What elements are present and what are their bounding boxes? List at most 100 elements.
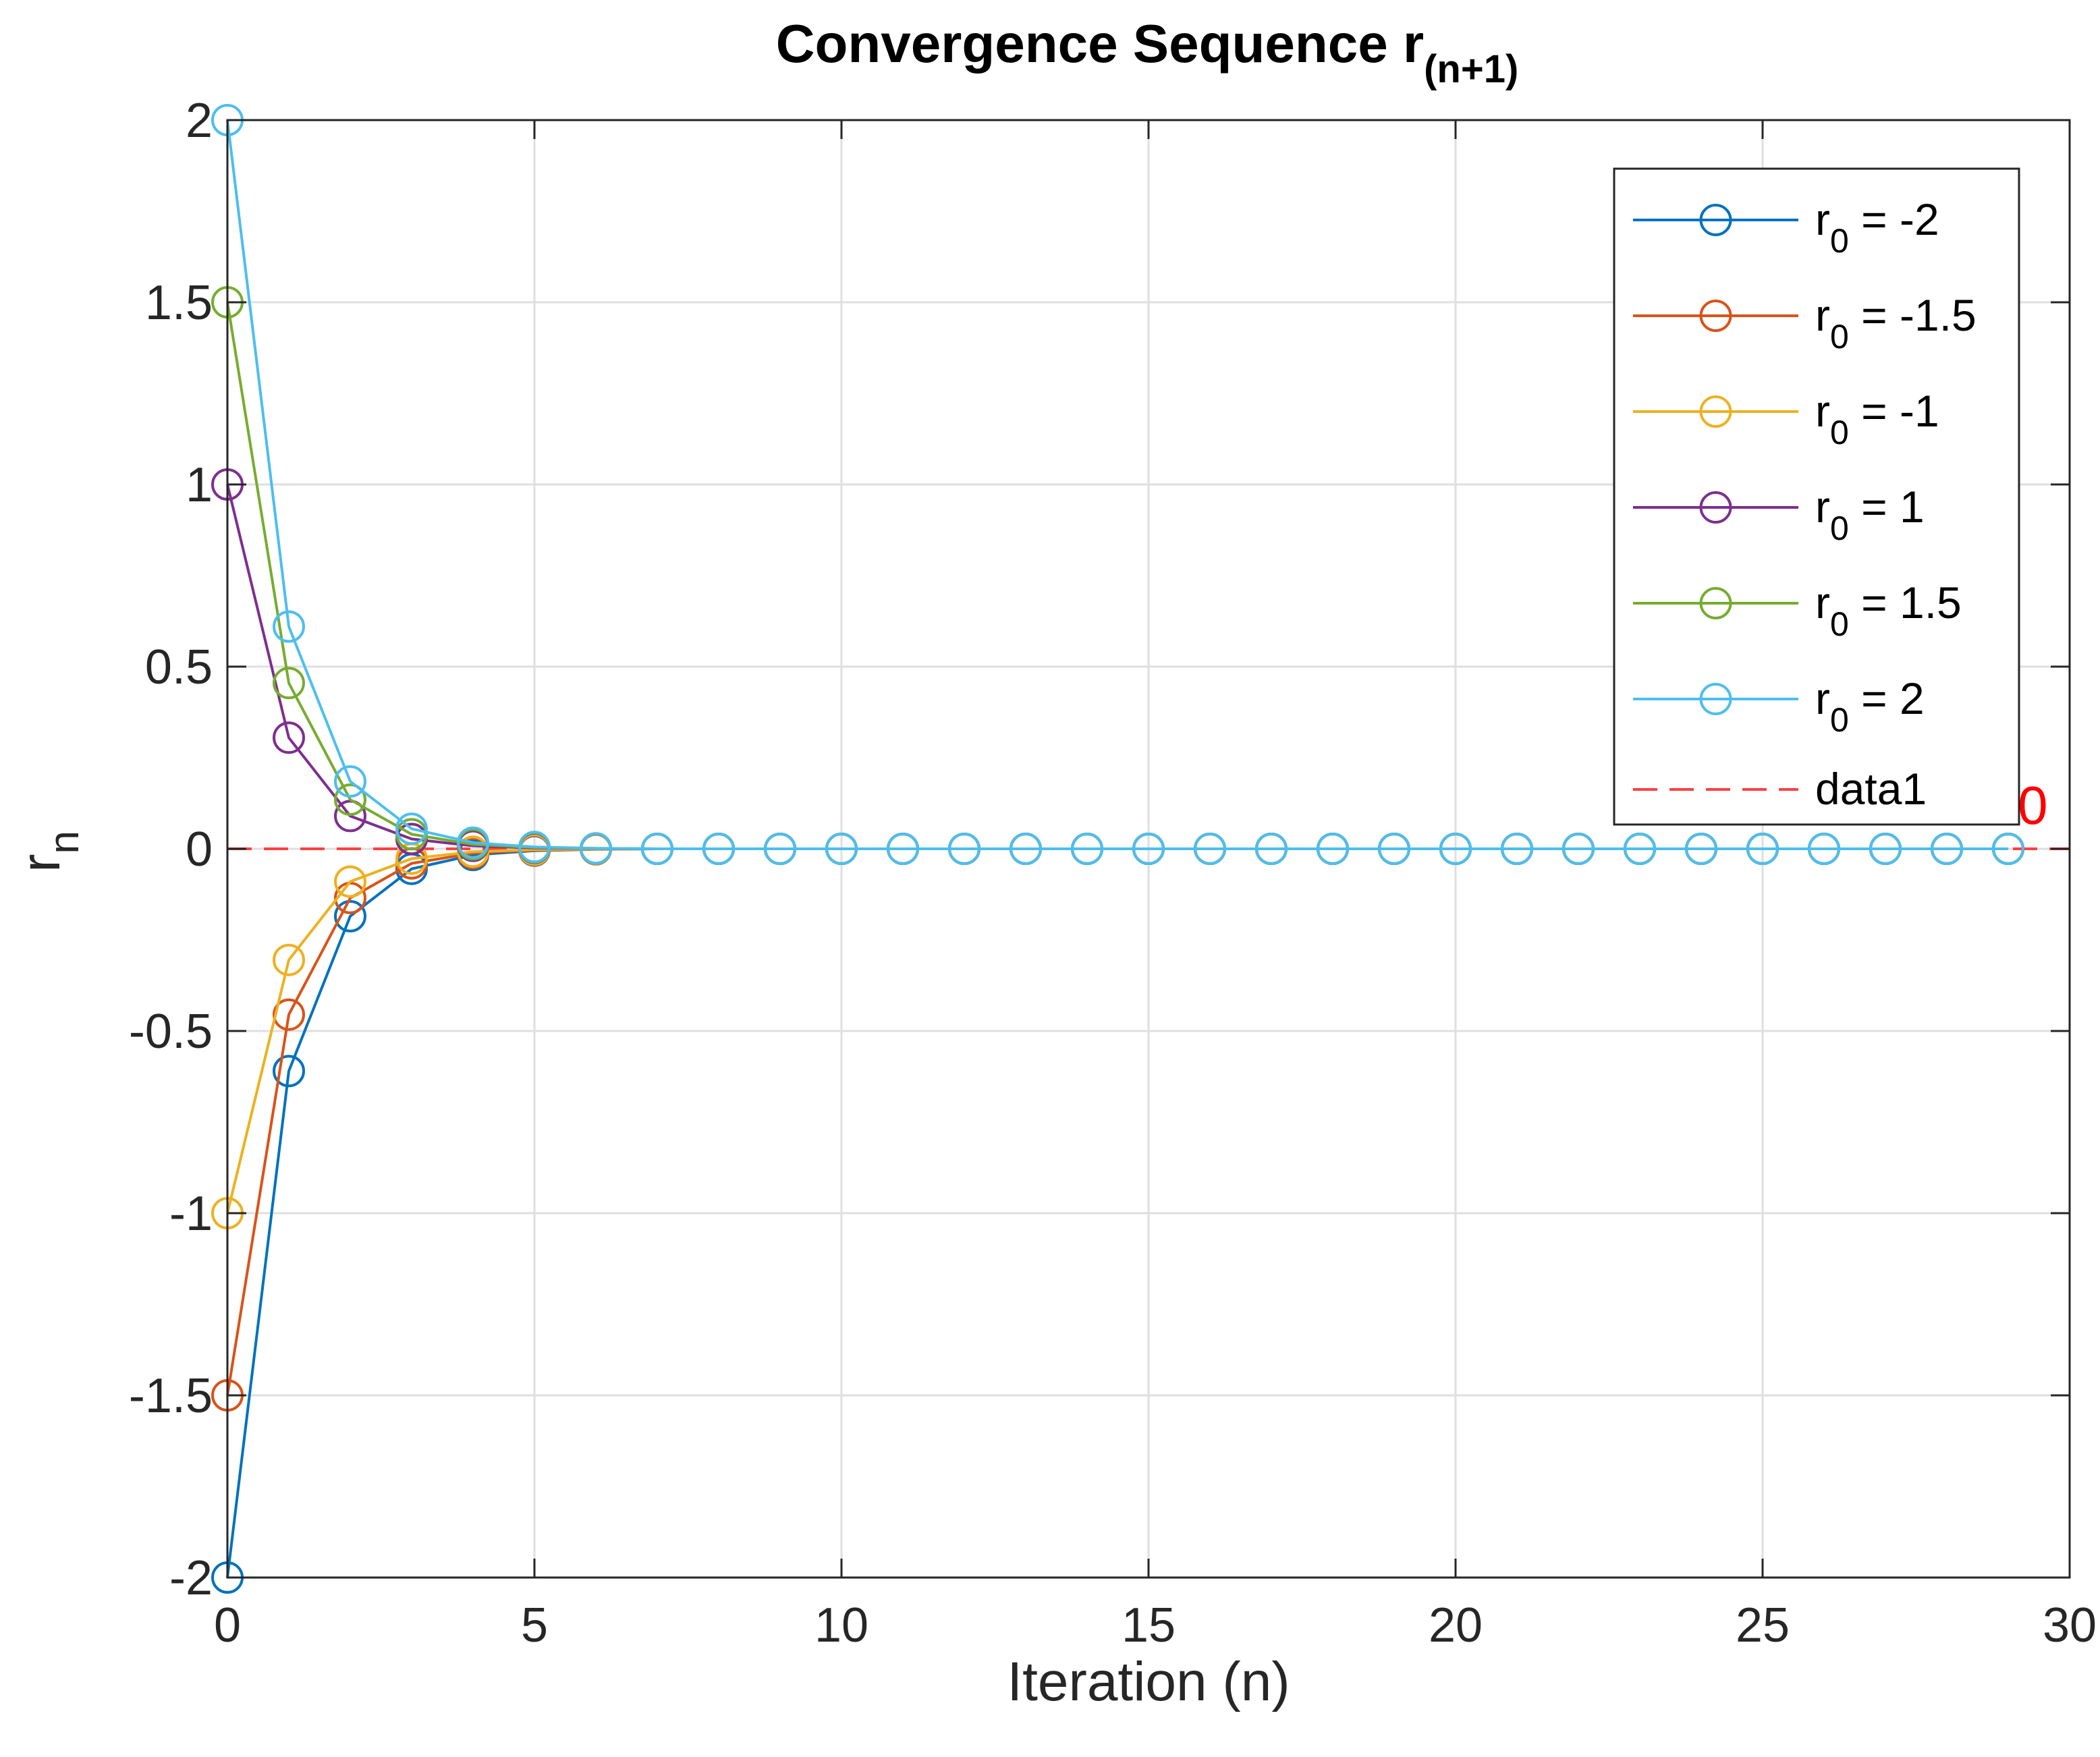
data-point-marker [334,783,366,816]
x-tick-label: 0 [214,1598,241,1652]
x-tick-label: 15 [1122,1598,1176,1652]
data-point-marker [1562,833,1595,865]
x-tick-label: 25 [1736,1598,1790,1652]
legend-entry: r0 = -1.5 [1633,290,1977,356]
legend-label-rest: = 1.5 [1849,578,1962,628]
data-point-marker [273,998,305,1031]
chart-title-main: Convergence Sequence r [776,13,1424,74]
legend-box [1613,167,2020,826]
legend: r0 = -2r0 = -1.5r0 = -1r0 = 1r0 = 1.5r0 … [1613,167,2020,826]
legend-entry: r0 = 2 [1633,673,1925,739]
legend-label: r0 = -2 [1815,194,1939,260]
y-axis-label-subscript: n [41,831,88,854]
data-point-marker [1869,833,1902,865]
legend-entry-reference: data1 [1633,764,1927,814]
legend-label-subscript: 0 [1830,318,1849,356]
data-point-marker [1931,833,1963,865]
x-tick-label: 20 [1429,1598,1483,1652]
data-point-marker [580,832,612,865]
legend-label-base: r [1815,482,1830,532]
legend-label-subscript: 0 [1830,414,1849,451]
legend-entry: r0 = -2 [1633,194,1939,260]
data-point-marker [702,833,735,865]
y-tick-label: 1 [186,458,213,512]
data-point-marker [887,833,919,865]
y-tick-label: -1.5 [129,1369,213,1423]
x-tick-label: 10 [814,1598,868,1652]
data-point-marker [1808,833,1840,865]
legend-marker-sample [1699,683,1732,715]
legend-label: r0 = -1 [1815,386,1939,451]
data-point-marker [273,610,305,643]
data-point-marker [948,833,980,865]
legend-label-data1: data1 [1815,764,1927,814]
y-tick-label: 1.5 [145,276,213,330]
x-tick-label: 5 [521,1598,548,1652]
data-point-marker [334,765,366,798]
annotation-zero: 0 [2018,775,2048,835]
y-axis-label-main: r [10,854,72,872]
y-tick-label: 0.5 [145,640,213,694]
x-axis-label: Iteration (n) [1007,1651,1290,1712]
x-tick-label: 30 [2043,1598,2097,1652]
series-line [226,119,2008,850]
data-point-marker [1624,833,1656,865]
legend-label-base: r [1815,578,1830,628]
tick-labels: 0 5 10 15 20 25 30 -2 -1.5 -1 -0.5 0 0.5 1 1.5 2 [129,94,2097,1652]
legend-label-rest: = -1 [1849,386,1939,436]
legend-label: r0 = -1.5 [1815,290,1977,356]
legend-marker-sample [1699,587,1732,619]
legend-entry: r0 = 1.5 [1633,578,1962,643]
data-point-marker [1010,833,1042,865]
data-point-marker [825,833,858,865]
data-point-marker [1071,833,1103,865]
legend-entry: r0 = 1 [1633,482,1925,547]
legend-label-rest: = -2 [1849,194,1939,244]
legend-label-rest: = 1 [1849,482,1925,532]
y-tick-label: -1 [169,1187,213,1241]
legend-label-base: r [1815,386,1830,436]
data-point-marker [518,831,551,864]
data-point-marker [457,826,489,859]
data-point-marker [1132,833,1165,865]
data-point-marker [1317,833,1349,865]
svg-text:rn: rn [10,831,88,872]
y-tick-label: 0 [186,822,213,876]
data-point-marker [1378,833,1410,865]
y-tick-label: -0.5 [129,1005,213,1059]
data-point-marker [273,1055,305,1088]
legend-label-base: r [1815,290,1830,340]
legend-label-subscript: 0 [1830,701,1849,739]
data-point-marker [273,721,305,754]
axis-ticks [226,119,2071,1579]
data-point-marker [1439,833,1472,865]
legend-label: r0 = 1.5 [1815,578,1962,643]
chart-title-subscript: (n+1) [1424,47,1518,91]
legend-label-subscript: 0 [1830,509,1849,547]
y-tick-label: 2 [186,94,213,148]
data-point-marker [1685,833,1717,865]
data-point-marker [1194,833,1226,865]
legend-label-rest: = 2 [1849,673,1925,723]
legend-marker-sample [1699,204,1732,236]
data-point-marker [764,833,796,865]
series-5 [211,104,2024,865]
data-point-marker [1501,833,1533,865]
legend-marker-sample [1699,300,1732,332]
data-point-marker [1992,833,2024,865]
data-point-marker [395,812,428,845]
legend-entry: r0 = -1 [1633,386,1939,451]
data-point-marker [1255,833,1288,865]
series-layer [211,104,2024,1594]
data-point-marker [334,899,366,932]
y-axis-label: rn [10,831,88,872]
data-point-marker [334,800,366,833]
legend-label-rest: = -1.5 [1849,290,1977,340]
legend-label-base: r [1815,673,1830,723]
legend-label-subscript: 0 [1830,222,1849,260]
legend-label: r0 = 2 [1815,673,1925,739]
legend-marker-sample [1699,491,1732,524]
y-tick-label: -2 [169,1551,213,1605]
chart-title: Convergence Sequence r(n+1) [776,13,1519,91]
